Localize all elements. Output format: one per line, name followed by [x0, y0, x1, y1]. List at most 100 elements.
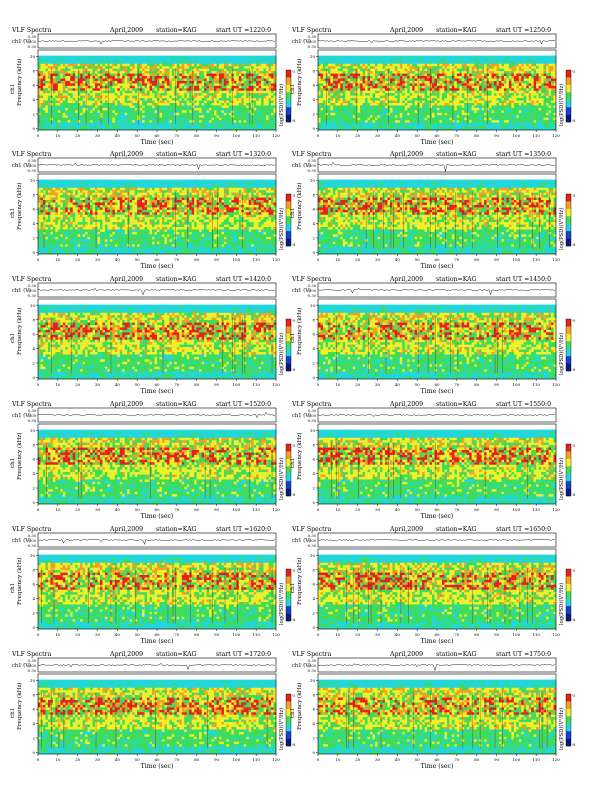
spectrogram-cell: [55, 115, 58, 118]
spectrogram-cell: [266, 59, 269, 62]
spectrogram-cell: [107, 59, 110, 62]
spectrogram-cell: [318, 74, 321, 77]
spectrogram-cell: [172, 125, 175, 128]
spectrogram-cell: [150, 98, 153, 101]
spectrogram-cell: [169, 88, 172, 91]
spectrogram-cell: [236, 96, 239, 99]
sferic-streak: [418, 68, 419, 124]
spectrogram-cell: [474, 78, 477, 81]
spectrogram-cell: [184, 125, 187, 128]
spectrogram-cell: [269, 118, 272, 121]
spectrogram-cell: [464, 101, 467, 104]
spectrogram-cell: [95, 83, 98, 86]
spectrogram-cell: [147, 86, 150, 89]
spectrogram-cell: [392, 123, 395, 126]
spectrogram-cell: [48, 61, 51, 64]
spectrogram-cell: [259, 64, 262, 67]
spectrogram-cell: [53, 86, 56, 89]
spectrogram-cell: [90, 96, 93, 99]
spectrogram-cell: [439, 105, 442, 108]
spectrogram-cell: [93, 125, 96, 128]
spectrogram-cell: [214, 96, 217, 99]
spectrogram-cell: [105, 101, 108, 104]
spectrogram-cell: [236, 76, 239, 79]
spectrogram-cell: [202, 78, 205, 81]
spectrogram-cell: [135, 76, 138, 79]
spectrogram-cell: [197, 123, 200, 126]
spectrogram-cell: [159, 105, 162, 108]
spectrogram-cell: [229, 66, 232, 69]
spectrogram-cell: [241, 91, 244, 94]
spectrogram-cell: [271, 78, 274, 81]
spectrogram-cell: [219, 120, 222, 123]
spectrogram-cell: [410, 88, 413, 91]
spectrogram-cell: [271, 108, 274, 111]
spectrogram-cell: [93, 118, 96, 121]
spectrogram-cell: [95, 103, 98, 106]
spectrogram-cell: [53, 61, 56, 64]
spectrogram-cell: [150, 125, 153, 128]
spectrogram-cell: [127, 96, 130, 99]
spectrogram-cell: [244, 105, 247, 108]
spectrogram-cell: [45, 113, 48, 116]
spectrogram-cell: [105, 78, 108, 81]
spectrogram-cell: [482, 110, 485, 113]
spectrogram-cell: [127, 98, 130, 101]
spectrogram-cell: [271, 123, 274, 126]
spectrogram-cell: [444, 74, 447, 77]
spectrogram-cell: [140, 110, 143, 113]
spectrogram-cell: [422, 105, 425, 108]
spectrogram-cell: [437, 83, 440, 86]
spectrogram-cell: [58, 96, 61, 99]
spectrogram-cell: [348, 83, 351, 86]
spectrogram-cell: [53, 59, 56, 62]
spectrogram-cell: [202, 108, 205, 111]
spectrogram-cell: [236, 123, 239, 126]
spectrogram-cell: [65, 108, 68, 111]
spectrogram-cell: [323, 83, 326, 86]
spectrogram-cell: [427, 81, 430, 84]
spectrogram-cell: [457, 88, 460, 91]
spectrogram-cell: [75, 81, 78, 84]
spectrogram-cell: [55, 74, 58, 77]
spectrogram-cell: [469, 59, 472, 62]
spectrogram-cell: [373, 125, 376, 128]
spectrogram-cell: [60, 103, 63, 106]
spectrogram-cell: [412, 123, 415, 126]
spectrogram-cell: [412, 108, 415, 111]
spectrogram-cell: [442, 98, 445, 101]
spectrogram-cell: [58, 59, 61, 62]
spectrogram-cell: [164, 91, 167, 94]
spectrogram-cell: [55, 110, 58, 113]
spectrogram-cell: [150, 76, 153, 79]
spectrogram-cell: [323, 91, 326, 94]
spectrogram-cell: [264, 105, 267, 108]
spectrogram-cell: [239, 88, 242, 91]
spectrogram-cell: [202, 105, 205, 108]
spectrogram-cell: [140, 69, 143, 72]
spectrogram-cell: [457, 61, 460, 64]
spectrogram-cell: [179, 61, 182, 64]
spectrogram-cell: [204, 74, 207, 77]
spectrogram-cell: [132, 83, 135, 86]
spectrogram-cell: [120, 74, 123, 77]
spectrogram-cell: [427, 120, 430, 123]
spectrogram-cell: [412, 96, 415, 99]
spectrogram-cell: [241, 66, 244, 69]
spectrogram-cell: [373, 74, 376, 77]
spectrogram-cell: [88, 103, 91, 106]
spectrogram-cell: [167, 78, 170, 81]
spectrogram-cell: [333, 115, 336, 118]
spectrogram-cell: [358, 64, 361, 67]
spectrogram-cell: [88, 69, 91, 72]
spectrogram-cell: [415, 78, 418, 81]
spectrogram-cell: [420, 113, 423, 116]
spectrogram-cell: [368, 120, 371, 123]
spectrogram-cell: [204, 76, 207, 79]
spectrogram-cell: [397, 118, 400, 121]
spectrogram-cell: [410, 91, 413, 94]
spectrogram-cell: [447, 61, 450, 64]
spectrogram-cell: [318, 64, 321, 67]
spectrogram-cell: [335, 86, 338, 89]
spectrogram-cell: [164, 105, 167, 108]
